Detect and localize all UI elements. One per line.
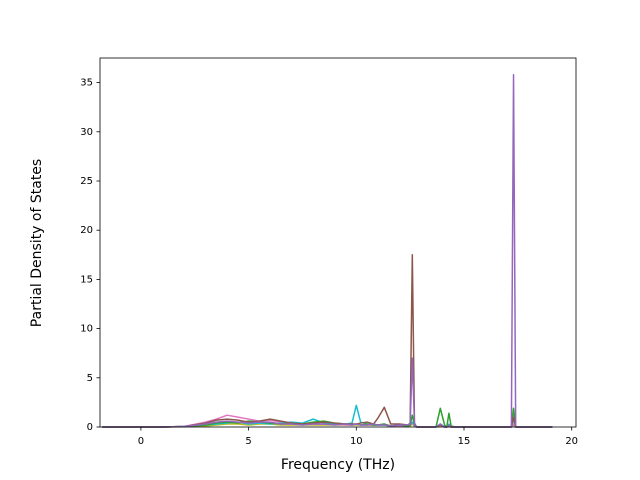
y-tick-label: 35 — [80, 78, 93, 89]
y-tick-label: 0 — [87, 422, 93, 433]
y-tick-label: 30 — [80, 127, 93, 138]
x-tick-label: 5 — [245, 436, 251, 447]
x-tick-label: 10 — [350, 436, 363, 447]
y-tick-label: 25 — [80, 176, 93, 187]
y-tick-label: 20 — [80, 225, 93, 236]
y-tick-label: 5 — [87, 373, 93, 384]
x-tick-label: 0 — [138, 436, 144, 447]
y-axis-label: Partial Density of States — [29, 159, 45, 327]
x-tick-label: 15 — [458, 436, 471, 447]
x-axis-label: Frequency (THz) — [281, 457, 395, 473]
y-tick-label: 15 — [80, 274, 93, 285]
y-tick-label: 10 — [80, 324, 93, 335]
plot-frame — [99, 57, 577, 428]
x-tick-label: 20 — [565, 436, 578, 447]
